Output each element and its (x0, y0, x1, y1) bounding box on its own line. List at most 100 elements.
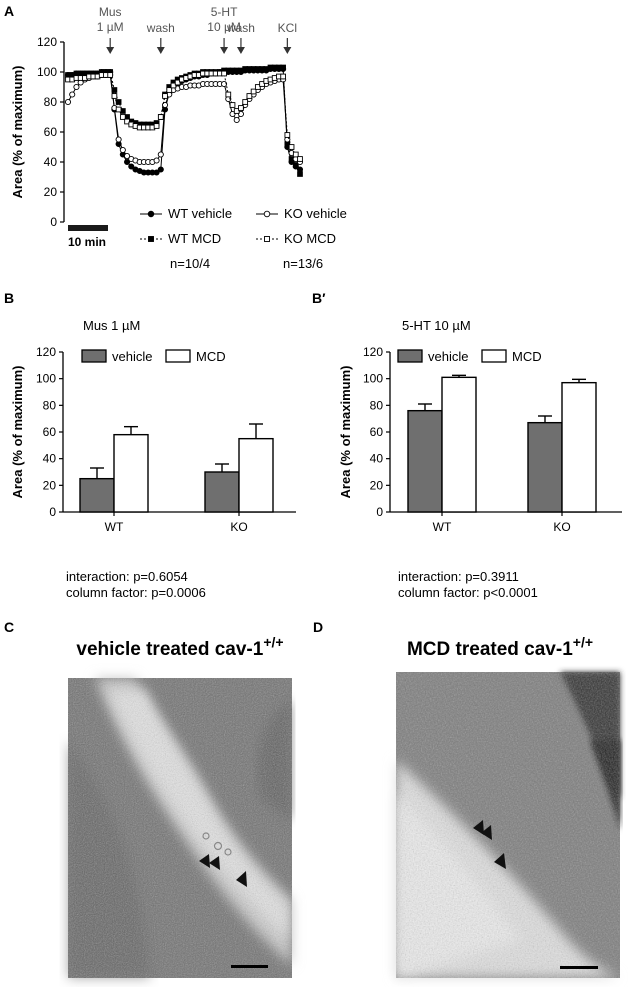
data-point (259, 81, 265, 87)
sample-size-ko: n=13/6 (283, 256, 323, 271)
y-tick-label: 80 (44, 95, 58, 109)
y-tick-label: 60 (43, 425, 57, 439)
stats-text: column factor: p=0.0006 (66, 585, 206, 600)
panel-letter-b: B (4, 290, 14, 306)
y-tick-label: 80 (370, 398, 384, 412)
bar-chart-5ht: 5-HT 10 µM 0 20 40 60 80 100 120 Area (% of maxi… (338, 318, 622, 600)
data-point (284, 132, 291, 138)
legend-label: KO MCD (284, 231, 336, 246)
legend-label: vehicle (428, 349, 468, 364)
data-point (233, 116, 240, 124)
y-axis-label: Area (% of maximum) (338, 366, 353, 499)
data-point (292, 151, 299, 158)
data-point (250, 88, 257, 95)
data-point (124, 118, 130, 125)
bar (204, 471, 240, 513)
y-tick-label: 40 (370, 452, 384, 466)
y-axis-label: Area (% of maximum) (10, 66, 25, 199)
event-label: KCl (278, 21, 297, 35)
event-label: wash (146, 21, 175, 35)
micrograph-d-title: MCD treated cav-1+/+ (407, 634, 593, 660)
bar-chart-mus: Mus 1 µM 0 20 40 60 80 100 120 Area (% of maximu… (10, 318, 296, 600)
y-tick-label: 100 (363, 372, 383, 386)
y-tick-label: 20 (370, 478, 384, 492)
y-tick-label: 0 (49, 505, 56, 519)
data-point (128, 163, 135, 170)
legend-marker (264, 236, 270, 242)
time-scale-bar (68, 225, 108, 231)
x-tick-label: KO (553, 520, 570, 534)
data-point (107, 72, 114, 78)
data-point (115, 136, 122, 143)
stats-text: interaction: p=0.3911 (398, 569, 519, 584)
data-point (115, 106, 122, 113)
data-point (157, 114, 164, 120)
event-arrow-head (220, 47, 229, 54)
data-point (119, 146, 126, 154)
event-arrow-head (106, 47, 115, 54)
y-tick-label: 100 (36, 372, 56, 386)
y-tick-label: 120 (363, 345, 383, 359)
legend-label: vehicle (112, 349, 152, 364)
micrograph-c-title: vehicle treated cav-1+/+ (76, 634, 283, 660)
data-point (292, 162, 299, 168)
data-point (246, 93, 253, 99)
stats-text: interaction: p=0.6054 (66, 569, 188, 584)
chart-title: 5-HT 10 µM (402, 318, 471, 333)
event-arrow-head (156, 47, 165, 54)
x-tick-label: KO (230, 520, 247, 534)
sample-size-wt: n=10/4 (170, 256, 210, 271)
panel-letter-c: C (4, 619, 14, 635)
data-point (119, 114, 126, 120)
data-point (124, 152, 131, 160)
x-tick-label: WT (105, 520, 124, 534)
legend-marker (148, 236, 154, 242)
data-point (174, 79, 181, 86)
data-point (157, 166, 164, 173)
legend-swatch (397, 349, 423, 363)
time-course-chart: 0 20 40 60 80 100 120 Area (% of maximum) 10 min… (10, 5, 347, 271)
y-tick-label: 0 (50, 215, 57, 229)
data-point (229, 102, 236, 108)
data-point (225, 91, 232, 98)
legend-label: WT vehicle (168, 206, 232, 221)
bar (561, 381, 597, 513)
legend-marker (147, 210, 155, 218)
y-tick-label: 40 (43, 452, 57, 466)
data-point (69, 91, 76, 98)
y-tick-label: 80 (43, 398, 57, 412)
data-point (280, 64, 286, 71)
data-point (288, 144, 295, 150)
event-label: 5-HT 10 µM (207, 5, 241, 34)
data-point (73, 83, 80, 91)
legend-label: KO vehicle (284, 206, 347, 221)
y-tick-label: 120 (36, 345, 56, 359)
event-label: Mus 1 µM (97, 5, 124, 34)
y-tick-label: 60 (44, 125, 58, 139)
panel-letter-d: D (313, 619, 323, 635)
bar (527, 421, 563, 513)
legend-label: MCD (512, 349, 542, 364)
data-point (238, 105, 244, 111)
time-scale-label: 10 min (68, 235, 106, 249)
panel-letter-bprime: B′ (312, 290, 326, 306)
y-tick-label: 20 (43, 478, 57, 492)
data-point (170, 82, 177, 89)
legend-marker (263, 210, 271, 218)
legend-label: WT MCD (168, 231, 221, 246)
bar (441, 376, 477, 513)
data-point (237, 110, 244, 118)
legend-label: MCD (196, 349, 226, 364)
legend-swatch (481, 349, 507, 363)
data-point (153, 157, 160, 164)
data-point (233, 108, 240, 114)
x-tick-label: WT (433, 520, 452, 534)
panel-letter-a: A (4, 3, 14, 19)
data-point (242, 99, 249, 105)
y-tick-label: 100 (37, 65, 57, 79)
data-point (297, 171, 303, 177)
micrograph-d (396, 672, 620, 978)
data-point (64, 98, 72, 106)
event-arrow-head (283, 47, 292, 54)
data-point (115, 99, 122, 105)
